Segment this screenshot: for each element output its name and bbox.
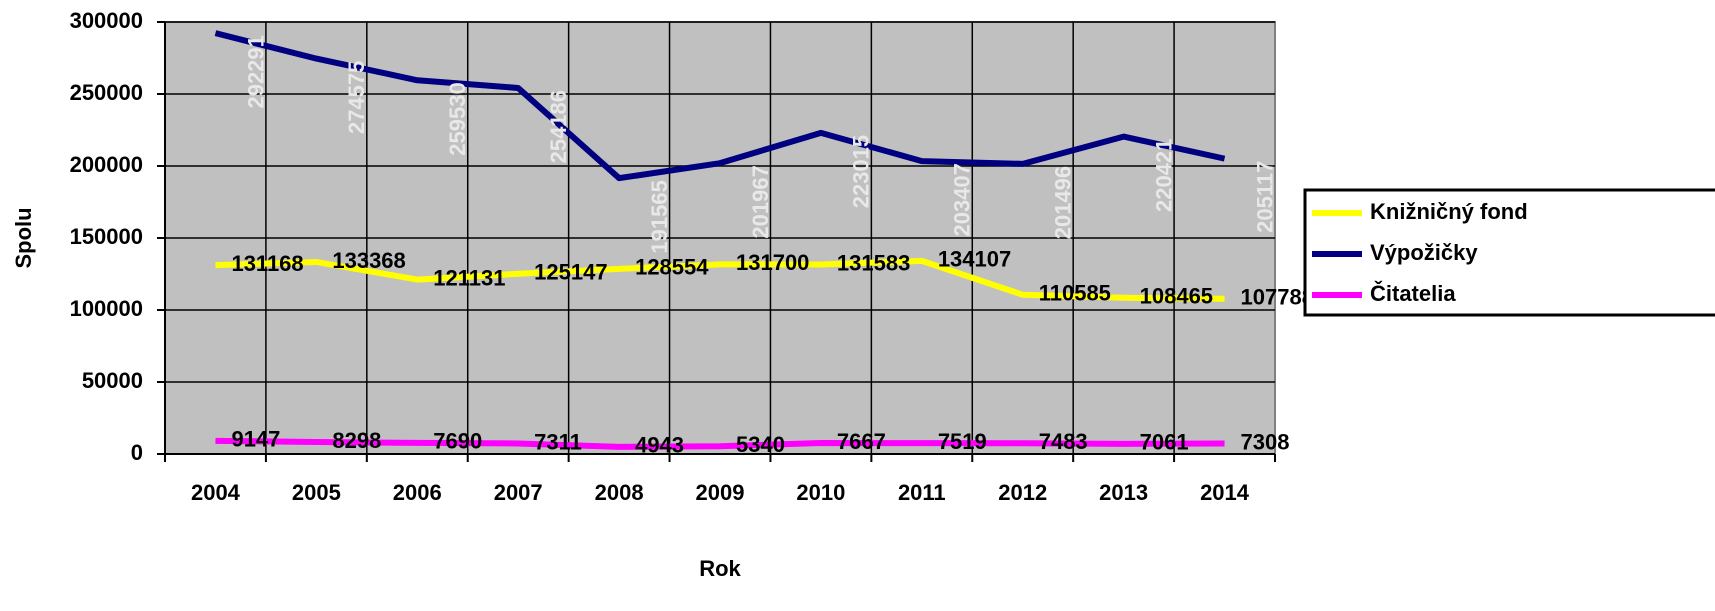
- data-label: 274575: [344, 61, 369, 134]
- data-label: 125147: [534, 260, 607, 285]
- x-tick-label: 2009: [696, 480, 745, 505]
- series-line: [215, 437, 1225, 450]
- data-label: 7690: [433, 429, 482, 454]
- data-label: 110585: [1039, 281, 1111, 306]
- data-label: 131700: [736, 250, 809, 275]
- data-label: 131583: [837, 250, 910, 275]
- y-tick-label: 100000: [70, 296, 143, 321]
- data-label: 8298: [332, 428, 381, 453]
- data-label: 133368: [332, 248, 405, 273]
- data-label: 131168: [231, 251, 303, 276]
- data-label: 292291: [243, 35, 268, 108]
- y-tick-label: 300000: [70, 8, 143, 33]
- data-label: 220421: [1151, 139, 1176, 212]
- x-tick-label: 2010: [796, 480, 845, 505]
- data-label: 7667: [837, 429, 886, 454]
- data-label: 7308: [1241, 429, 1290, 454]
- series-line: [215, 257, 1225, 302]
- x-tick-label: 2007: [494, 480, 543, 505]
- data-label: 7483: [1039, 429, 1088, 454]
- y-tick-label: 0: [131, 440, 143, 465]
- data-label: 205117: [1252, 161, 1277, 233]
- data-label: 5340: [736, 432, 785, 457]
- data-label: 191565: [647, 180, 672, 253]
- data-label: 201496: [1051, 166, 1076, 239]
- y-tick-label: 200000: [70, 152, 143, 177]
- y-tick-label: 250000: [70, 80, 143, 105]
- data-label: 254186: [546, 90, 571, 163]
- data-label: 259530: [445, 82, 470, 155]
- x-tick-label: 2014: [1200, 480, 1250, 505]
- data-label: 201967: [748, 165, 773, 238]
- data-label: 7311: [534, 429, 582, 454]
- x-tick-label: 2008: [595, 480, 644, 505]
- data-label: 4943: [635, 433, 684, 458]
- legend-box: [1303, 188, 1715, 317]
- series-line: [214, 30, 1226, 182]
- y-tick-label: 50000: [82, 368, 143, 393]
- x-tick-label: 2013: [1099, 480, 1148, 505]
- x-tick-label: 2004: [191, 480, 241, 505]
- data-label: 107788: [1241, 285, 1314, 310]
- legend-label: Knižničný fond: [1370, 199, 1528, 224]
- y-tick-label: 150000: [70, 224, 143, 249]
- data-label: 134107: [938, 247, 1011, 272]
- legend-label: Výpožičky: [1370, 240, 1478, 265]
- data-label: 223015: [849, 135, 874, 208]
- y-axis-title: Spolu: [11, 207, 36, 268]
- data-label: 203407: [950, 163, 975, 236]
- data-label: 128554: [635, 255, 709, 280]
- data-label: 121131: [433, 265, 505, 290]
- x-tick-label: 2012: [998, 480, 1047, 505]
- legend-label: Čitatelia: [1370, 281, 1456, 306]
- x-axis-title: Rok: [699, 556, 741, 581]
- x-tick-label: 2005: [292, 480, 341, 505]
- data-label: 9147: [231, 427, 280, 452]
- data-label: 7061: [1140, 430, 1189, 455]
- x-tick-label: 2006: [393, 480, 442, 505]
- x-tick-label: 2011: [898, 480, 946, 505]
- data-label: 108465: [1140, 284, 1213, 309]
- data-label: 7519: [938, 429, 987, 454]
